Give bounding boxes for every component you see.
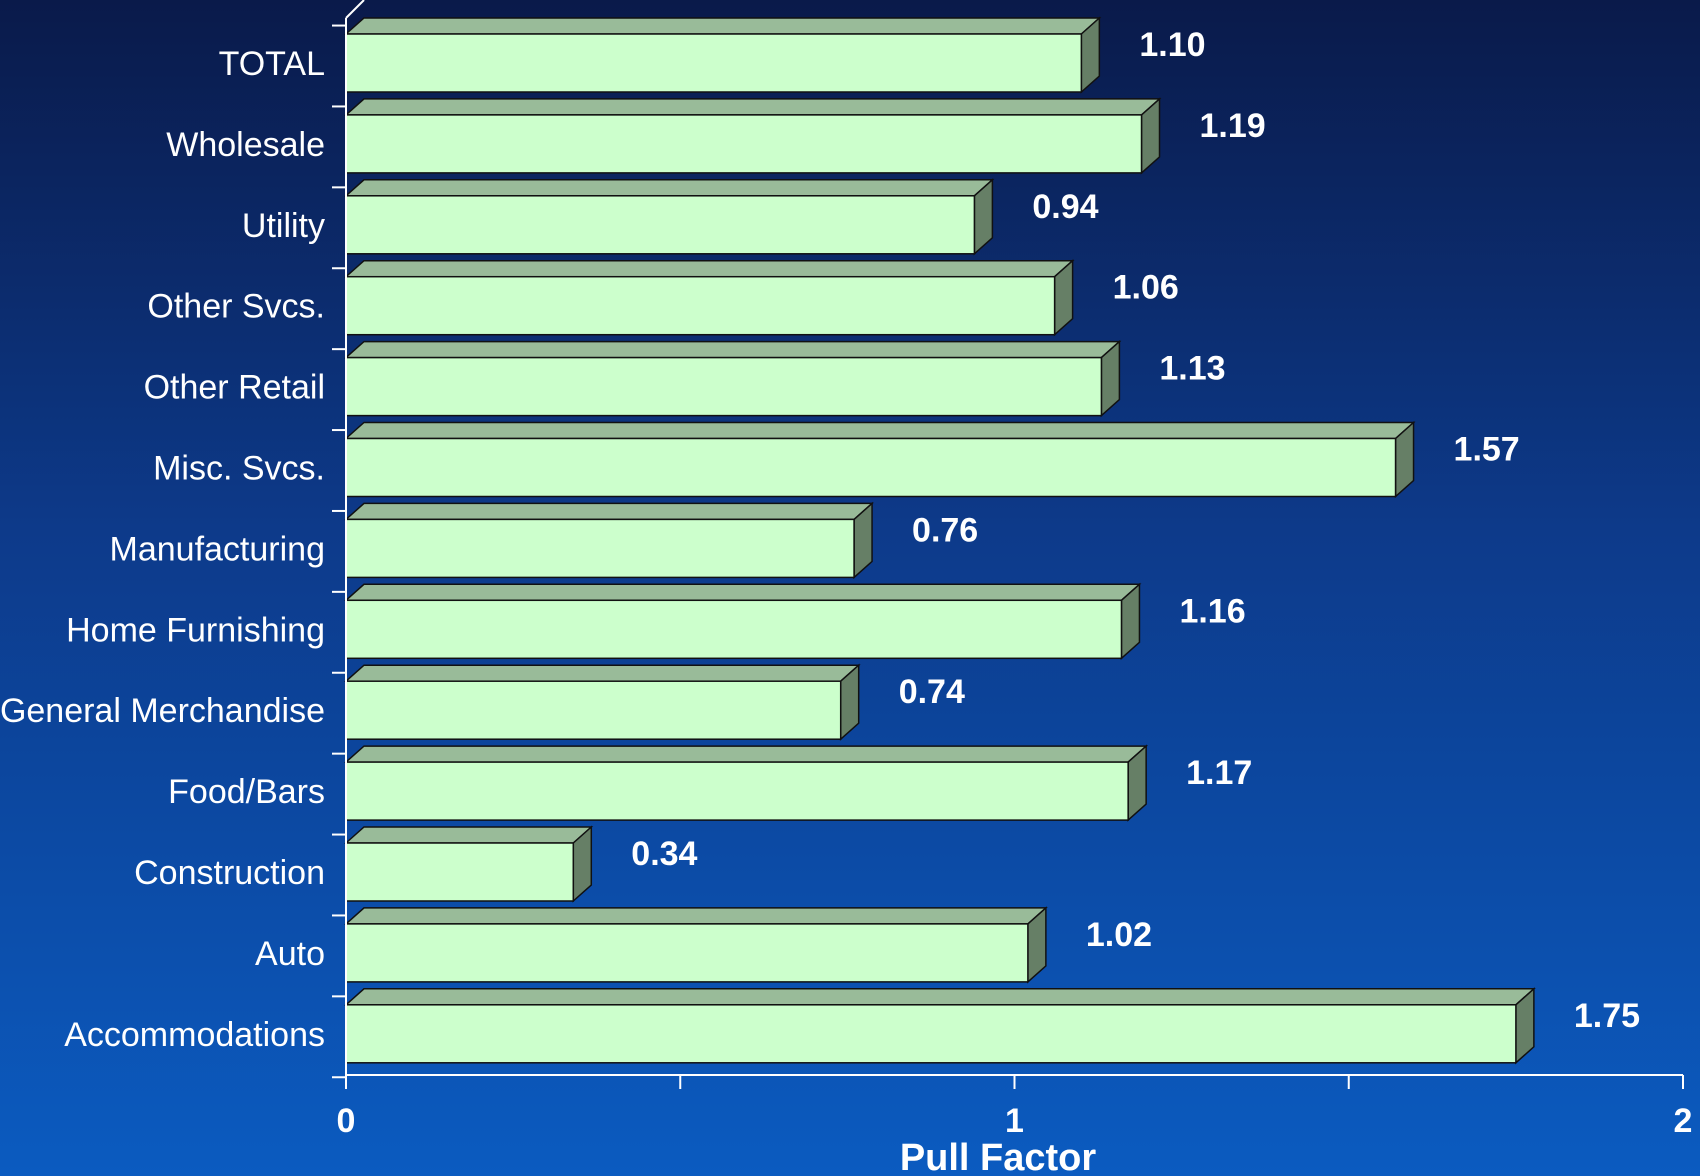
bar-top-face <box>344 98 1162 116</box>
bar <box>344 339 1122 418</box>
bar-top-face <box>344 583 1142 602</box>
bar <box>344 178 995 256</box>
bar-front-face <box>345 599 1123 660</box>
value-label: 1.19 <box>1200 107 1266 145</box>
value-label: 0.94 <box>1032 188 1098 226</box>
value-label: 1.13 <box>1159 350 1225 388</box>
bar-front-face <box>345 114 1143 174</box>
value-labels: 1.10 1.19 0.94 1.06 1.13 1.57 0.76 1.16 0.74 1.17… <box>631 26 1640 1035</box>
bar-front-face <box>345 680 842 740</box>
category-label: Wholesale <box>166 126 325 164</box>
bar-front-face <box>345 761 1129 821</box>
bar-top-face <box>344 502 875 521</box>
bar-top-face <box>344 421 1416 440</box>
category-label: Manufacturing <box>110 530 325 568</box>
category-label: Other Svcs. <box>147 288 325 326</box>
bar-front-face <box>345 437 1397 498</box>
bar-top-face <box>344 259 1075 278</box>
bar-front-face <box>345 842 575 902</box>
value-label: 1.75 <box>1574 997 1640 1035</box>
category-label: Utility <box>242 207 325 245</box>
category-labels: TOTAL Wholesale Utility Other Svcs. Other Re… <box>0 45 325 1054</box>
bar-top-face <box>344 17 1102 35</box>
value-label: 1.10 <box>1139 26 1205 64</box>
value-label: 1.02 <box>1086 916 1152 954</box>
bar-front-face <box>345 33 1083 93</box>
bar-top-face <box>344 826 594 844</box>
bar-front-face <box>345 195 976 255</box>
bar-front-face <box>345 275 1056 336</box>
axis-depth-edge <box>345 0 365 19</box>
bar-top-face <box>344 664 861 682</box>
bar-top-face <box>344 988 1536 1006</box>
value-label: 1.06 <box>1113 269 1179 307</box>
category-label: Auto <box>255 935 325 973</box>
bar-top-face <box>344 340 1122 359</box>
category-label: Misc. Svcs. <box>153 450 325 488</box>
category-label: Home Furnishing <box>66 611 325 649</box>
bar-top-face <box>344 179 995 197</box>
bar-front-face <box>345 923 1029 983</box>
bar <box>344 906 1048 984</box>
category-label: TOTAL <box>219 45 325 83</box>
x-tick-label: 0 <box>337 1102 356 1140</box>
x-tick-label: 2 <box>1674 1102 1693 1140</box>
bar-top-face <box>344 907 1048 925</box>
bar-front-face <box>345 356 1103 417</box>
bar <box>344 420 1416 499</box>
bar <box>344 97 1162 175</box>
bar <box>344 825 594 903</box>
category-label: Other Retail <box>144 369 325 407</box>
bars-group <box>344 16 1536 1065</box>
bar-top-face <box>344 745 1149 763</box>
value-label: 0.74 <box>899 673 965 711</box>
bar <box>344 663 861 741</box>
bar-front-face <box>345 1004 1517 1064</box>
value-label: 0.34 <box>631 835 697 873</box>
bar <box>344 582 1142 660</box>
x-tick-label: 1 <box>1005 1102 1024 1140</box>
value-label: 1.16 <box>1179 592 1245 630</box>
category-label: Food/Bars <box>168 773 325 811</box>
axes-group: 0 1 2 <box>332 0 1692 1140</box>
bar <box>344 501 875 580</box>
value-label: 0.76 <box>912 511 978 549</box>
category-label: General Merchandise <box>0 692 325 730</box>
category-label: Construction <box>134 854 325 892</box>
bar <box>344 744 1149 822</box>
category-label: Accommodations <box>64 1016 325 1054</box>
x-axis-title: Pull Factor <box>900 1137 1097 1176</box>
bar <box>344 16 1102 94</box>
bar <box>344 987 1536 1065</box>
bar-front-face <box>345 518 855 579</box>
value-label: 1.17 <box>1186 754 1252 792</box>
bar <box>344 259 1075 337</box>
value-label: 1.57 <box>1454 431 1520 469</box>
